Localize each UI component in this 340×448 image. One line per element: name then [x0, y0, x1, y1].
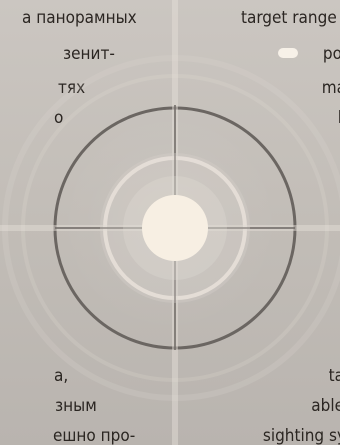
right-text-line-3: ma	[321, 78, 340, 98]
right-text-line-7: sighting sy	[262, 426, 340, 446]
left-text-line-1: а панорамных	[22, 8, 137, 28]
center-dot	[142, 195, 208, 261]
outer-light-ring	[2, 55, 340, 401]
right-text-line-2: ро	[322, 44, 340, 64]
right-text-line-1: target range f	[240, 8, 340, 28]
left-text-line-7: ешно про-	[53, 426, 136, 446]
pill-bullet-icon	[278, 48, 298, 58]
outer-light-ring-2	[21, 74, 329, 382]
left-text-line-5: а,	[54, 366, 69, 386]
right-text-line-6: able	[311, 396, 340, 416]
left-text-line-2: зенит-	[63, 44, 115, 64]
right-text-line-5: ta	[328, 366, 340, 386]
left-text-line-4: о	[54, 108, 64, 128]
left-text-line-3: тях	[58, 78, 86, 98]
left-text-line-6: зным	[55, 396, 97, 416]
right-text-line-4: l	[337, 108, 340, 128]
